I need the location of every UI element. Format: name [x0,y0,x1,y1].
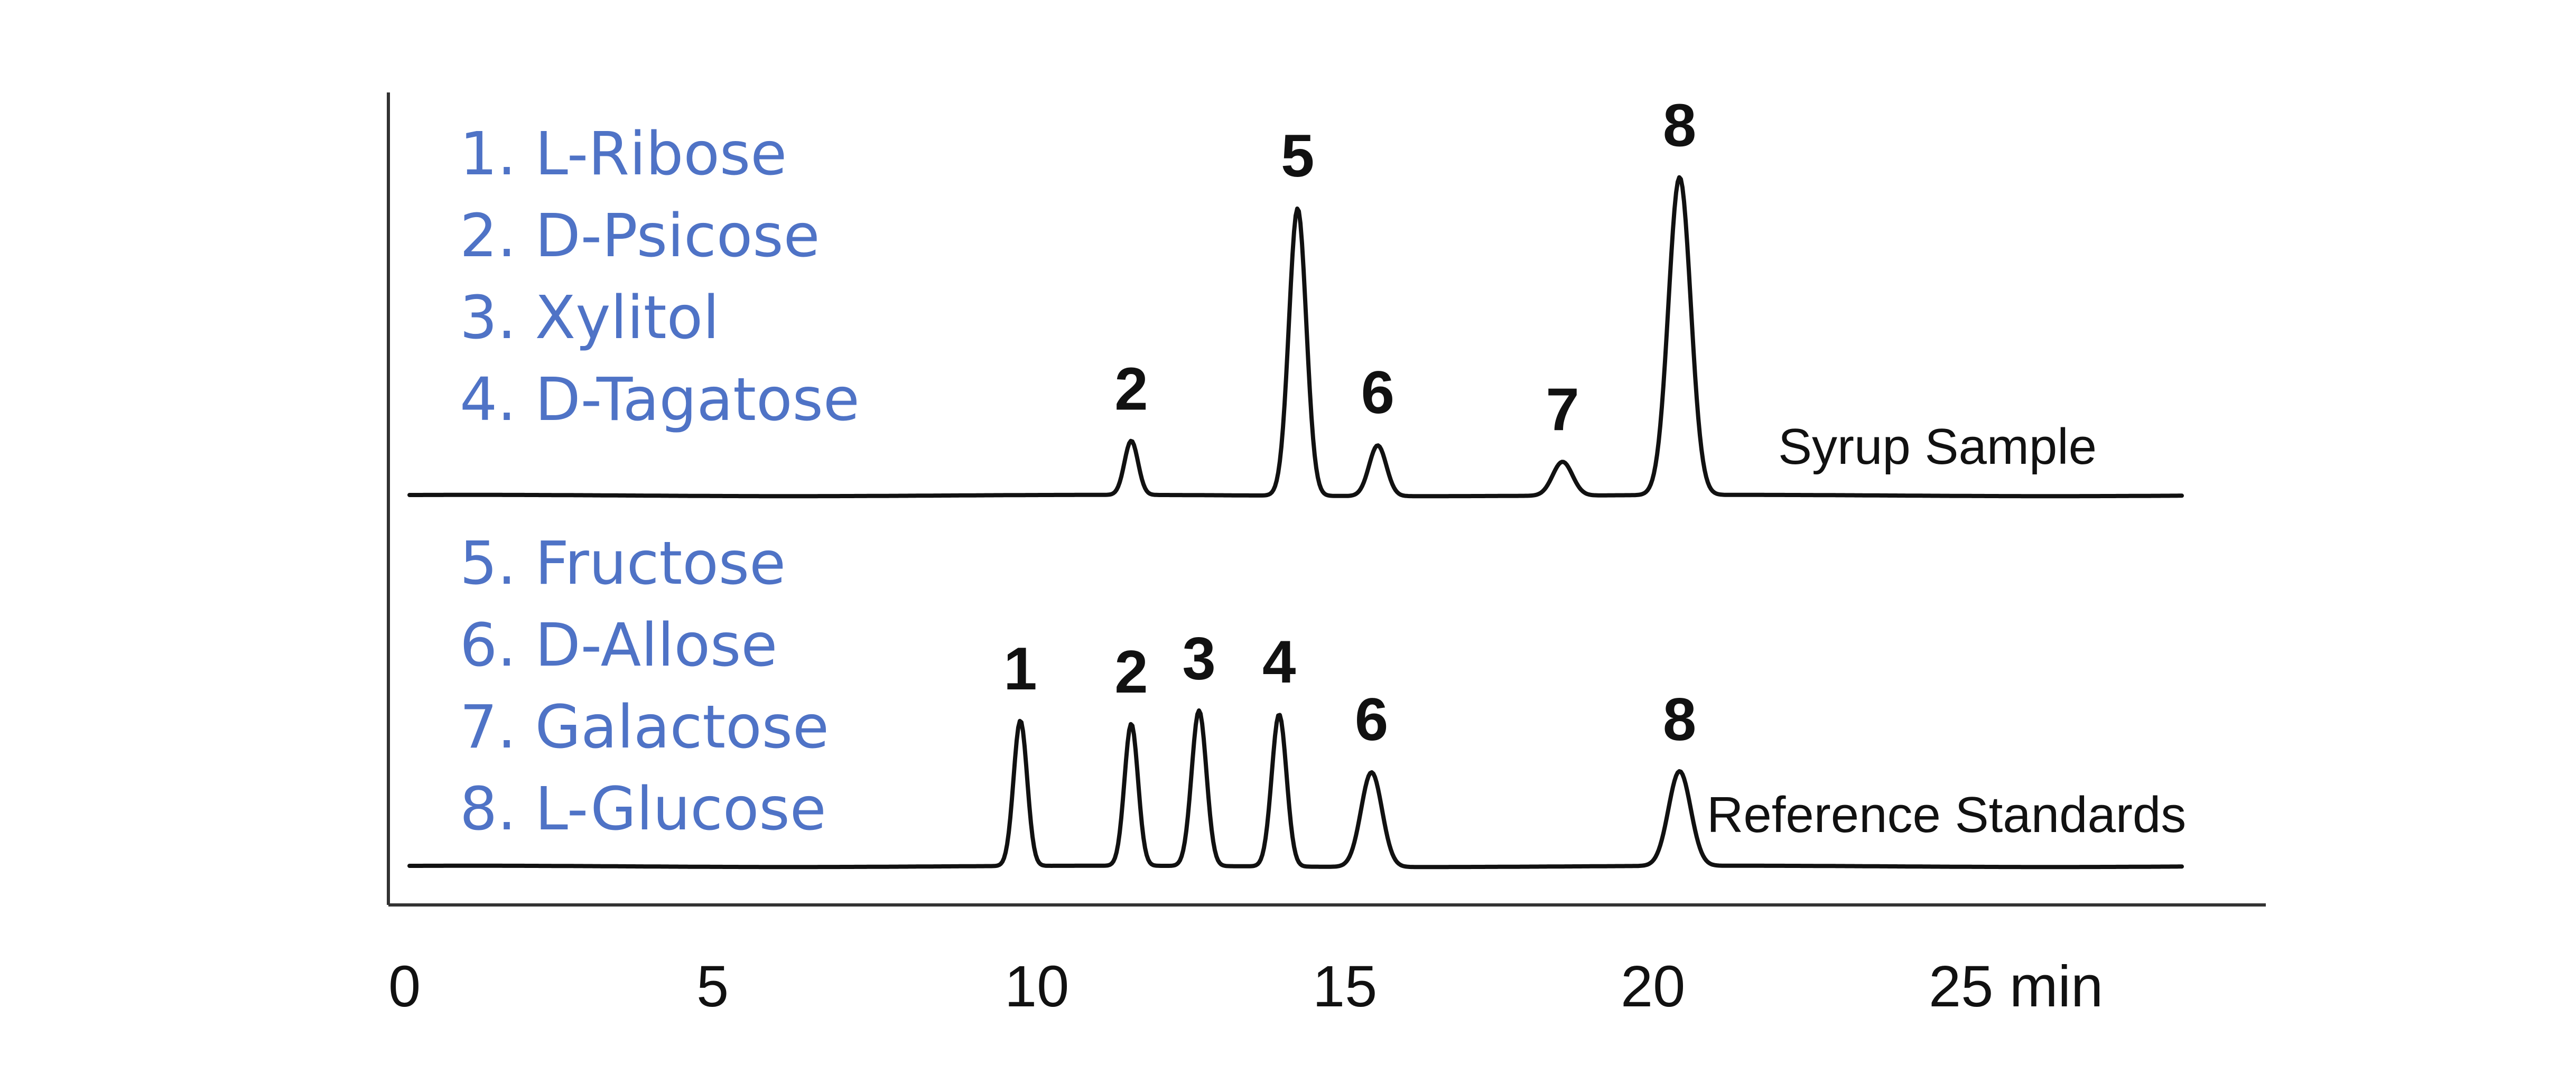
peak-label: 5 [1281,123,1314,190]
legend-item-7: 7. Galactose [460,693,829,762]
x-tick-label: 25 min [1929,954,2103,1019]
peak-labels: 256 781 2 3 46 8 [1003,92,1696,753]
legend-item-8: 8. L-Glucose [460,775,826,844]
trace-label-syrup-sample: Syrup Sample [1778,418,2097,475]
trace-labels: Syrup Sample Reference Standards [1707,418,2186,843]
trace-line-syrup-sample [407,175,2184,499]
peak-label: 8 [1663,92,1696,159]
peak-label: 7 [1546,376,1579,443]
x-tick-label: 10 [1005,954,1069,1019]
peak-label: 3 [1182,625,1215,693]
peak-label: 6 [1355,686,1388,753]
peak-label: 6 [1361,359,1394,426]
trace-label-reference-standards: Reference Standards [1707,787,2186,843]
trace-line-reference-standards [407,708,2184,870]
peak-label: 2 [1114,639,1148,706]
peak-label: 1 [1003,636,1037,703]
x-tick-labels: 0 5 10 15 20 25 min [388,954,2103,1019]
legend-item-2: 2. D-Psicose [460,202,820,270]
legend-item-4: 4. D-Tagatose [460,366,860,434]
peak-label: 4 [1262,629,1296,696]
legend-item-6: 6. D-Allose [460,611,777,680]
x-tick-label: 20 [1621,954,1685,1019]
x-tick-label: 15 [1313,954,1377,1019]
peak-label: 2 [1114,356,1148,423]
traces [407,175,2184,870]
legend-item-1: 1. L-Ribose [460,120,787,189]
x-tick-label: 0 [388,954,421,1019]
legend-item-5: 5. Fructose [460,529,786,598]
x-tick-label: 5 [696,954,729,1019]
legend-item-3: 3. Xylitol [460,284,719,352]
peak-label: 8 [1663,686,1696,753]
compound-legend: 1. L-Ribose 2. D-Psicose 3. Xylitol 4. D… [460,120,860,844]
